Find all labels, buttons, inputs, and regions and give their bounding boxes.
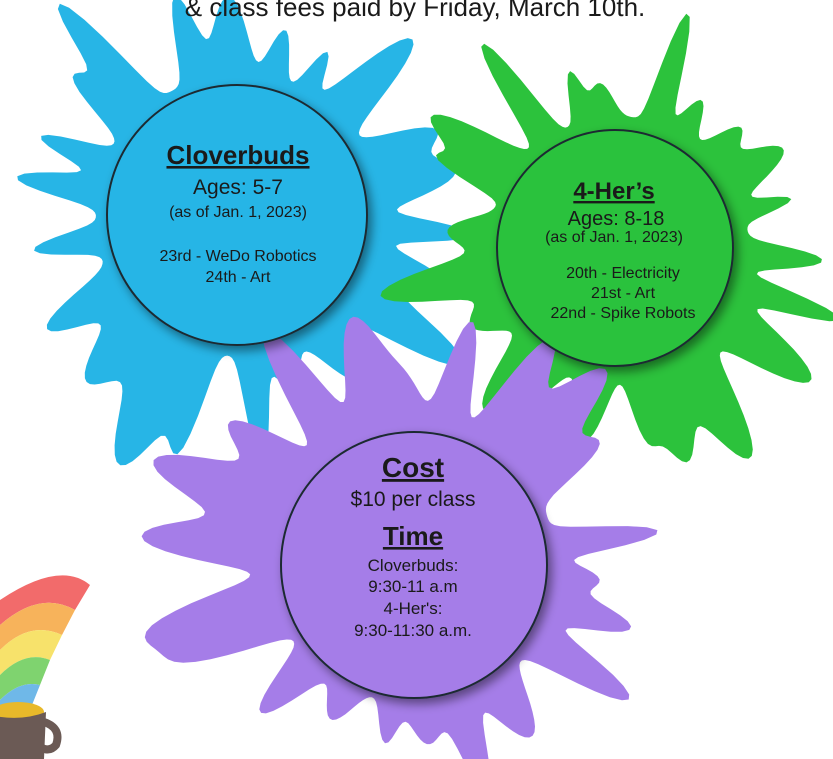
as-of: (as of Jan. 1, 2023) — [169, 204, 307, 221]
schedule: 4-Her's: — [384, 599, 443, 618]
schedule: 9:30-11 a.m — [368, 577, 457, 596]
cost-circle — [280, 431, 548, 699]
class: 23rd - WeDo Robotics — [159, 248, 316, 265]
four-h-circle — [496, 129, 734, 367]
rainbow-pot — [0, 575, 90, 759]
class: 20th - Electricity — [566, 265, 680, 282]
title: Cloverbuds — [166, 140, 309, 170]
schedule: Cloverbuds: — [368, 556, 459, 575]
price: $10 per class — [351, 488, 476, 511]
ages: Ages: 8-18 — [568, 208, 665, 230]
title: 4-Her’s — [573, 178, 654, 205]
class: 22nd - Spike Robots — [551, 305, 696, 322]
cost-title: Cost — [382, 452, 444, 483]
class: 21st - Art — [591, 285, 656, 302]
header-text: & class fees paid by Friday, March 10th. — [185, 0, 646, 22]
cloverbuds-circle — [106, 84, 368, 346]
ages: Ages: 5-7 — [193, 176, 283, 199]
class: 24th - Art — [206, 269, 271, 286]
time-title: Time — [383, 521, 443, 551]
schedule: 9:30-11:30 a.m. — [354, 621, 472, 640]
as-of: (as of Jan. 1, 2023) — [545, 229, 683, 246]
